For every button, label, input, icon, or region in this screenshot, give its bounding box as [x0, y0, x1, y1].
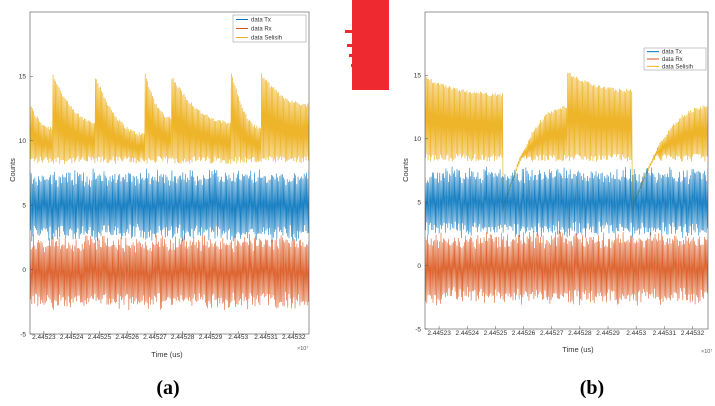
y-tick-label: 10	[414, 136, 422, 143]
y-tick-label: 15	[19, 74, 27, 81]
x-tick-label: 2.4453	[626, 330, 646, 337]
series-tx-line	[425, 166, 708, 239]
caption-a: (a)	[156, 377, 179, 399]
red-block-step	[357, 83, 365, 86]
x-axis-label-a: Time (us)	[151, 350, 183, 359]
x-tick-label: 2.44527	[540, 330, 564, 337]
series-rx-line	[425, 230, 708, 306]
y-axis-label-a: Counts	[8, 158, 17, 182]
red-block-step	[353, 72, 361, 75]
y-axis-label-b: Counts	[401, 158, 410, 182]
series-tx-line	[30, 168, 309, 243]
red-block-step	[355, 78, 363, 81]
axes-box	[29, 11, 310, 335]
red-block-main	[352, 0, 389, 90]
x-tick-label: 2.44525	[484, 330, 508, 337]
x-tick-label: 2.44532	[282, 334, 306, 341]
legend-box	[643, 47, 707, 71]
series-selisih-line	[30, 73, 309, 164]
y-tick-label: 15	[414, 73, 422, 80]
x-tick-label: 2.44526	[512, 330, 536, 337]
x-tick-label: 2.44528	[171, 334, 195, 341]
chart-panel-a: Counts Time (us) ×10⁷ -5 0 5 10 15 2.44523 2.4…	[8, 11, 310, 359]
red-block-step	[345, 30, 353, 33]
x-tick-label: 2.44531	[653, 330, 677, 337]
red-block-step	[359, 87, 367, 90]
x-tick-label: 2.44531	[254, 334, 278, 341]
x-tick-label: 2.44529	[199, 334, 223, 341]
caption-b: (b)	[580, 377, 604, 399]
legend-entry: data Rx	[251, 27, 272, 33]
series-selisih-line	[425, 72, 708, 212]
plot-area	[30, 73, 309, 310]
legend-entry: data Selisih	[251, 36, 282, 42]
x-tick-label: 2.44525	[88, 334, 112, 341]
x-tick-label: 2.44524	[455, 330, 479, 337]
legend-entry: data Tx	[251, 18, 271, 24]
x-tick-label: 2.44526	[115, 334, 139, 341]
legend-entry: data Tx	[662, 50, 682, 56]
chart-panel-b: Counts Time (us) ×10⁷ -5 0 5 10 15 2.44523 2.4…	[401, 11, 712, 355]
legend: data Tx data Rx data Selisih	[232, 14, 307, 43]
x-tick-label: 2.44524	[60, 334, 84, 341]
y-tick-label: 0	[417, 263, 421, 270]
red-block-step	[347, 44, 355, 47]
y-tick-label: 0	[22, 267, 26, 274]
x-tick-label: 2.44523	[427, 330, 451, 337]
y-tick-label: 5	[417, 200, 421, 207]
plot-area	[425, 72, 708, 306]
x-axis-label-b: Time (us)	[562, 345, 594, 354]
red-block-decoration	[345, 0, 389, 90]
y-tick-label: 5	[22, 203, 26, 210]
y-tick-label: -5	[415, 326, 421, 333]
y-tick-label: 10	[19, 138, 27, 145]
x-tick-label: 2.44528	[568, 330, 592, 337]
x-tick-label: 2.44529	[596, 330, 620, 337]
x-exponent-a: ×10⁷	[297, 345, 308, 352]
red-block-step	[349, 54, 357, 57]
legend-entry: data Rx	[662, 57, 683, 63]
x-tick-label: 2.44527	[143, 334, 167, 341]
x-exponent-b: ×10⁷	[701, 348, 712, 355]
x-tick-label: 2.44523	[32, 334, 56, 341]
y-tick-label: -5	[20, 331, 26, 338]
red-block-step	[351, 64, 359, 67]
series-rx-line	[30, 234, 309, 310]
x-tick-label: 2.44532	[681, 330, 705, 337]
legend-entry: data Selisih	[662, 64, 693, 70]
x-tick-label: 2.4453	[228, 334, 248, 341]
axes-box	[424, 11, 709, 330]
